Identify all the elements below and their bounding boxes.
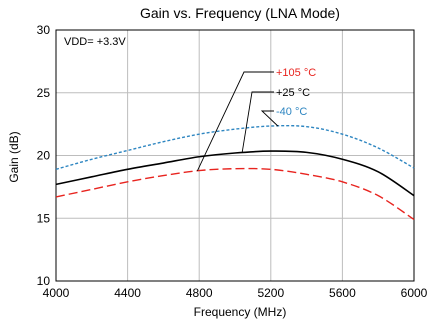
series-layer — [55, 124, 415, 221]
y-tick-label: 10 — [37, 274, 51, 288]
y-tick-label: 30 — [37, 23, 51, 37]
x-tick-label: 5200 — [257, 286, 284, 300]
y-tick-label: 20 — [37, 149, 51, 163]
chart-title: Gain vs. Frequency (LNA Mode) — [140, 5, 340, 21]
leader-line — [260, 110, 279, 127]
x-tick-label: 4400 — [114, 286, 141, 300]
y-axis-title: Gain (dB) — [7, 131, 21, 182]
supply-voltage-annotation: VDD= +3.3V — [64, 36, 126, 48]
x-tick-label: 6000 — [401, 286, 428, 300]
y-tick-labels: 10 15 20 25 30 — [37, 23, 51, 288]
series-label: +25 °C — [276, 87, 310, 99]
leader-line — [241, 91, 274, 153]
leader-line — [197, 71, 274, 172]
legend-callouts: +105 °C +25 °C -40 °C — [197, 67, 316, 172]
x-tick-label: 4000 — [43, 286, 70, 300]
x-tick-label: 5600 — [329, 286, 356, 300]
series-label: -40 °C — [276, 106, 307, 118]
x-tick-labels: 4000 4400 4800 5200 5600 6000 — [43, 286, 428, 300]
y-tick-label: 25 — [37, 86, 51, 100]
series-line — [55, 150, 415, 197]
series-label: +105 °C — [276, 67, 316, 79]
plot-frame — [55, 29, 415, 282]
x-axis-title: Frequency (MHz) — [194, 305, 287, 319]
series-line — [55, 124, 415, 170]
x-tick-label: 4800 — [186, 286, 213, 300]
series-line — [55, 167, 415, 221]
y-tick-label: 15 — [37, 211, 51, 225]
